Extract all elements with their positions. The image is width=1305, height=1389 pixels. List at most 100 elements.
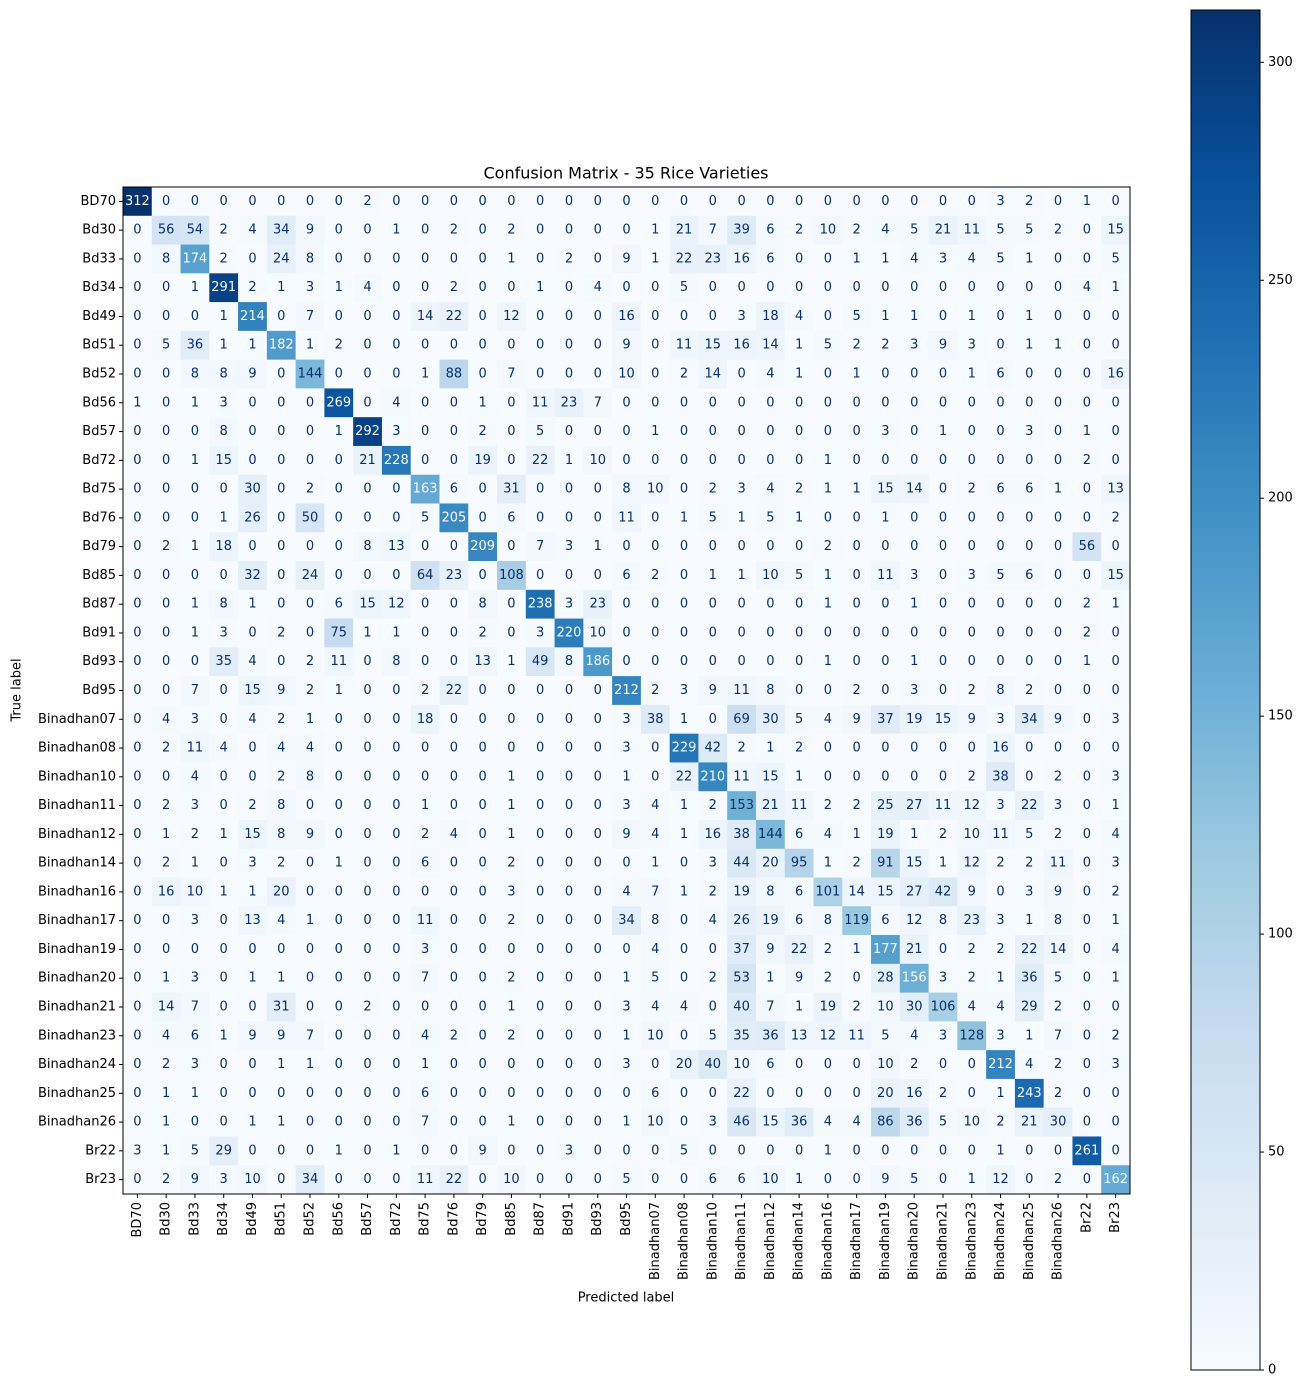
heatmap-cell [640, 187, 671, 217]
cell-value: 0 [507, 597, 515, 612]
cell-value: 0 [737, 625, 745, 640]
cell-value: 10 [963, 827, 980, 842]
x-tick-label: Bd72 [389, 1202, 404, 1236]
cell-value: 0 [1111, 539, 1119, 554]
cell-value: 0 [479, 827, 487, 842]
heatmap-cell [123, 359, 153, 389]
cell-value: 0 [392, 856, 400, 871]
cell-value: 1 [133, 395, 141, 410]
heatmap-cell [1014, 388, 1045, 418]
cell-value: 9 [306, 827, 314, 842]
heatmap-cell [439, 445, 469, 476]
cell-value: 1 [1111, 971, 1119, 986]
heatmap-cell [295, 503, 325, 533]
cell-value: 0 [363, 223, 371, 238]
heatmap-cell [928, 676, 958, 706]
cell-value: 1 [507, 827, 515, 842]
cell-value: 1 [651, 424, 659, 439]
cell-value: 0 [162, 683, 170, 698]
cell-value: 0 [680, 856, 688, 871]
cell-value: 9 [795, 971, 803, 986]
cell-value: 0 [507, 1086, 515, 1101]
heatmap-cell [1101, 762, 1131, 792]
cell-value: 22 [733, 1086, 750, 1101]
heatmap-cell [612, 848, 642, 879]
heatmap-cell [410, 474, 440, 504]
cell-value: 5 [996, 251, 1004, 266]
cell-value: 0 [910, 280, 918, 295]
cell-value: 69 [733, 712, 750, 727]
cell-value: 205 [441, 510, 466, 525]
colorbar-tick-label: 0 [1268, 1363, 1276, 1378]
cell-value: 0 [1025, 453, 1033, 468]
heatmap-cell [727, 791, 757, 821]
heatmap-cell [353, 302, 383, 332]
cell-value: 4 [881, 223, 889, 238]
cell-value: 22 [532, 453, 549, 468]
colorbar-tick-label: 250 [1268, 273, 1293, 288]
cell-value: 0 [507, 338, 515, 353]
cell-value: 0 [1025, 1172, 1033, 1187]
cell-value: 10 [589, 453, 606, 468]
cell-value: 1 [248, 597, 256, 612]
heatmap-cell [439, 561, 469, 591]
heatmap-cell [612, 561, 642, 591]
cell-value: 0 [1025, 367, 1033, 382]
cell-value: 0 [594, 769, 602, 784]
heatmap-cell [986, 532, 1016, 562]
cell-value: 0 [737, 280, 745, 295]
cell-value: 0 [220, 856, 228, 871]
cell-value: 2 [996, 942, 1004, 957]
cell-value: 3 [680, 683, 688, 698]
cell-value: 30 [1050, 1115, 1067, 1130]
y-tick-label: Bd30 [82, 223, 116, 238]
y-tick-label: Bd57 [82, 424, 116, 439]
heatmap-cell [612, 388, 642, 418]
cell-value: 0 [392, 884, 400, 899]
heatmap-cell [180, 273, 210, 303]
cell-value: 0 [133, 309, 141, 324]
heatmap-cell [842, 762, 872, 792]
heatmap-cell [755, 302, 786, 332]
heatmap-cell [640, 762, 671, 792]
cell-value: 0 [824, 683, 832, 698]
cell-value: 3 [191, 1057, 199, 1072]
cell-value: 15 [762, 769, 779, 784]
cell-value: 14 [1050, 942, 1067, 957]
cell-value: 0 [450, 597, 458, 612]
heatmap-cell [439, 474, 469, 504]
heatmap-cell [1043, 791, 1073, 821]
heatmap-cell [151, 359, 182, 389]
cell-value: 0 [162, 309, 170, 324]
heatmap-cell [151, 330, 182, 361]
cell-value: 75 [331, 625, 348, 640]
heatmap-cell [123, 532, 153, 562]
heatmap-cell [439, 187, 469, 217]
cell-value: 6 [191, 1028, 199, 1043]
cell-value: 0 [795, 1143, 803, 1158]
heatmap-cell [727, 906, 757, 936]
cell-value: 0 [450, 884, 458, 899]
cell-value: 0 [335, 741, 343, 756]
heatmap-cell [180, 532, 210, 562]
cell-value: 228 [384, 453, 409, 468]
cell-value: 2 [910, 1057, 918, 1072]
cell-value: 0 [536, 712, 544, 727]
heatmap-cell [295, 417, 325, 447]
heatmap-cell [612, 819, 642, 850]
heatmap-cell [583, 963, 613, 994]
cell-value: 0 [133, 913, 141, 928]
cell-value: 8 [363, 539, 371, 554]
heatmap-cell [612, 647, 642, 677]
y-tick-label: Binadhan16 [38, 884, 116, 899]
heatmap-cell [1072, 302, 1102, 332]
heatmap-cell [468, 877, 498, 907]
cell-value: 0 [881, 597, 889, 612]
heatmap-cell [640, 244, 671, 274]
cell-value: 1 [220, 309, 228, 324]
cell-value: 5 [824, 338, 832, 353]
y-tick-label: Binadhan10 [38, 769, 116, 784]
cell-value: 0 [335, 798, 343, 813]
cell-value: 2 [795, 482, 803, 497]
cell-value: 0 [594, 424, 602, 439]
